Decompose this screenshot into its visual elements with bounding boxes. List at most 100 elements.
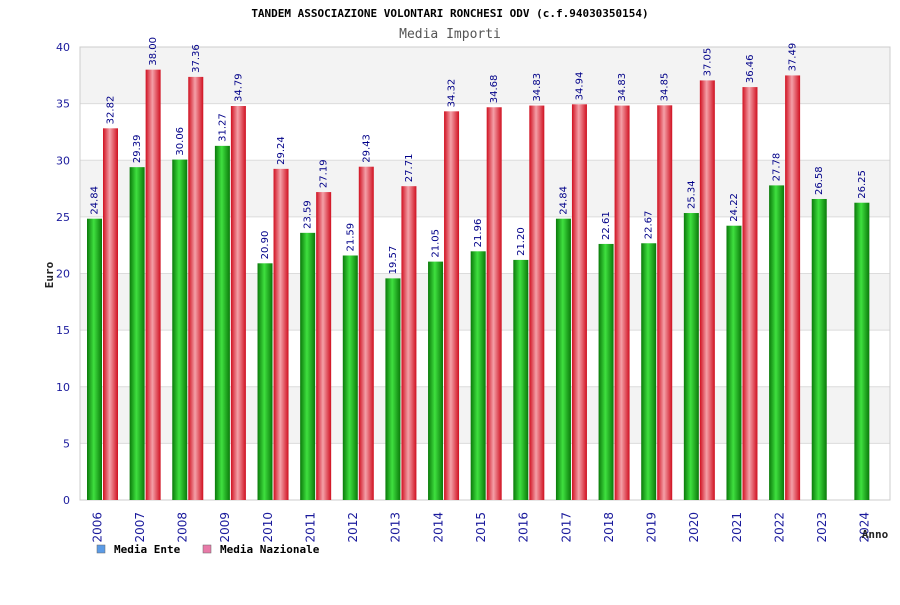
bar-value-label: 36.46 <box>745 54 756 83</box>
bar-media-nazionale <box>401 186 417 500</box>
x-tick-label: 2014 <box>431 512 445 543</box>
bar-media-nazionale <box>529 105 545 501</box>
x-tick-label: 2012 <box>346 512 360 543</box>
chart-title: TANDEM ASSOCIAZIONE VOLONTARI RONCHESI O… <box>251 7 648 20</box>
bar-media-ente <box>129 167 145 500</box>
bar-value-label: 26.25 <box>857 170 868 199</box>
bar-value-label: 34.79 <box>233 73 244 102</box>
bar-value-label: 37.49 <box>788 43 799 72</box>
bar-media-ente <box>87 218 102 500</box>
bar-value-label: 30.06 <box>175 127 186 156</box>
bar-media-ente <box>555 218 571 500</box>
bar-value-label: 25.34 <box>686 180 697 209</box>
bar-value-label: 27.78 <box>772 153 783 182</box>
bar-media-nazionale <box>699 80 715 500</box>
x-tick-label: 2006 <box>90 512 104 543</box>
bar-media-nazionale <box>230 106 246 501</box>
bar-media-ente <box>726 225 742 500</box>
bar-media-ente <box>683 213 699 500</box>
x-tick-label: 2008 <box>176 512 190 543</box>
bar-value-label: 19.57 <box>388 246 399 275</box>
y-axis-ticks: 0 5 10 15 20 25 30 35 40 <box>56 41 70 507</box>
bar-media-nazionale <box>273 168 289 500</box>
bar-media-ente <box>811 198 827 500</box>
x-tick-label: 2018 <box>602 512 616 543</box>
y-tick-label: 0 <box>63 494 70 507</box>
y-tick-label: 35 <box>56 98 70 111</box>
x-axis-ticks: 2006 2007 2008 2009 2010 2011 2012 2013 2014 2015… <box>90 512 871 543</box>
x-tick-label: 2019 <box>645 512 659 543</box>
bar-value-label: 23.59 <box>303 200 314 229</box>
bar-value-label: 31.27 <box>217 113 228 142</box>
bar-value-label: 34.94 <box>574 72 585 101</box>
bar-value-label: 29.39 <box>132 135 143 164</box>
x-tick-label: 2021 <box>730 512 744 543</box>
bar-value-label: 34.83 <box>617 73 628 102</box>
bar-value-label: 34.83 <box>532 73 543 102</box>
y-axis-label: Euro <box>43 261 56 288</box>
bar-media-ente <box>513 259 529 500</box>
bar-media-nazionale <box>785 75 801 500</box>
x-tick-label: 2016 <box>517 512 531 543</box>
bar-value-label: 37.36 <box>191 44 202 73</box>
x-tick-label: 2007 <box>133 512 147 543</box>
bar-media-nazionale <box>145 69 161 501</box>
x-tick-label: 2020 <box>687 512 701 543</box>
bar-media-ente <box>598 243 614 500</box>
bar-value-label: 38.00 <box>148 37 159 66</box>
y-tick-label: 10 <box>56 381 70 394</box>
bar-value-label: 32.82 <box>106 96 117 125</box>
x-tick-label: 2023 <box>815 512 829 543</box>
bar-media-ente <box>257 263 273 500</box>
bar-value-label: 26.58 <box>814 166 825 195</box>
bar-media-nazionale <box>486 107 502 501</box>
x-tick-label: 2022 <box>772 512 786 543</box>
bar-value-label: 21.05 <box>431 229 442 258</box>
bar-value-label: 21.96 <box>473 219 484 248</box>
bar-value-label: 24.84 <box>558 186 569 215</box>
bar-media-ente <box>172 159 188 500</box>
bar-media-ente <box>470 251 486 500</box>
bar-value-label: 34.68 <box>489 75 500 104</box>
bar-value-label: 24.84 <box>90 186 101 215</box>
x-tick-label: 2015 <box>474 512 488 543</box>
bar-media-ente <box>385 278 401 500</box>
bar-media-nazionale <box>657 105 673 500</box>
y-tick-label: 5 <box>63 437 70 450</box>
bar-value-label: 21.59 <box>345 223 356 252</box>
y-tick-label: 15 <box>56 324 70 337</box>
bar-value-label: 37.05 <box>702 48 713 77</box>
x-tick-label: 2009 <box>218 512 232 543</box>
bar-value-label: 34.32 <box>447 79 458 108</box>
bar-media-nazionale <box>742 87 758 500</box>
y-tick-label: 40 <box>56 41 70 54</box>
chart-subtitle: Media Importi <box>399 27 501 42</box>
x-tick-label: 2013 <box>389 512 403 543</box>
bar-media-ente <box>342 255 358 500</box>
bar-value-label: 29.24 <box>276 136 287 165</box>
bar-media-nazionale <box>358 166 374 500</box>
bar-value-label: 20.90 <box>260 231 271 260</box>
bar-value-label: 22.67 <box>644 211 655 240</box>
bars-group <box>87 69 870 501</box>
bar-media-nazionale <box>444 111 460 501</box>
legend-label: Media Ente <box>114 543 181 556</box>
bar-value-label: 27.19 <box>319 159 330 188</box>
legend-label: Media Nazionale <box>220 543 320 556</box>
value-labels-group: 24.84 32.82 29.39 38.00 30.06 37.36 31.27 34.79… <box>90 37 868 274</box>
bar-value-label: 29.43 <box>361 134 372 163</box>
bar-media-ente <box>428 261 444 500</box>
bar-media-nazionale <box>103 128 118 500</box>
x-tick-label: 2010 <box>261 512 275 543</box>
y-tick-label: 25 <box>56 211 70 224</box>
legend: Media Ente Media Nazionale <box>96 543 320 556</box>
bar-media-ente <box>769 185 785 501</box>
x-tick-label: 2011 <box>303 512 317 543</box>
bar-media-ente <box>641 243 657 500</box>
bar-media-nazionale <box>316 192 332 501</box>
x-tick-label: 2017 <box>559 512 573 543</box>
x-tick-label: 2024 <box>858 512 872 543</box>
bar-media-ente <box>300 232 316 500</box>
